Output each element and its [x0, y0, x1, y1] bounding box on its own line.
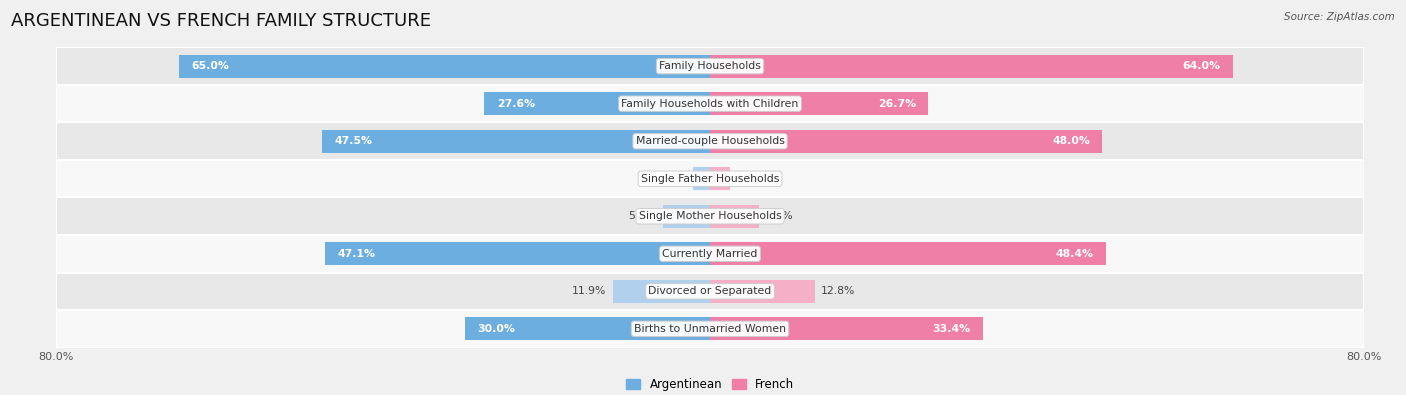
Text: 2.1%: 2.1% [659, 174, 686, 184]
Text: 48.4%: 48.4% [1056, 249, 1094, 259]
Text: 5.8%: 5.8% [628, 211, 657, 221]
Text: Family Households: Family Households [659, 61, 761, 71]
Bar [710, 317, 983, 340]
Bar [56, 85, 1364, 122]
Bar [322, 130, 710, 153]
Text: Single Father Households: Single Father Households [641, 174, 779, 184]
Bar [56, 122, 1364, 160]
Text: Family Households with Children: Family Households with Children [621, 99, 799, 109]
Text: 26.7%: 26.7% [877, 99, 915, 109]
Bar [662, 205, 710, 228]
Legend: Argentinean, French: Argentinean, French [621, 373, 799, 395]
Bar [710, 130, 1102, 153]
Text: ARGENTINEAN VS FRENCH FAMILY STRUCTURE: ARGENTINEAN VS FRENCH FAMILY STRUCTURE [11, 12, 432, 30]
Bar [710, 167, 730, 190]
Bar [710, 55, 1233, 78]
Bar [710, 205, 759, 228]
Text: 65.0%: 65.0% [191, 61, 229, 71]
Bar [613, 280, 710, 303]
Bar [485, 92, 710, 115]
Bar [693, 167, 710, 190]
Bar [710, 242, 1105, 265]
Text: 30.0%: 30.0% [477, 324, 515, 334]
Text: 2.4%: 2.4% [737, 174, 763, 184]
Bar [325, 242, 710, 265]
Text: Source: ZipAtlas.com: Source: ZipAtlas.com [1284, 12, 1395, 22]
Text: 12.8%: 12.8% [821, 286, 855, 296]
Text: 47.5%: 47.5% [335, 136, 373, 146]
Text: Births to Unmarried Women: Births to Unmarried Women [634, 324, 786, 334]
Bar [179, 55, 710, 78]
Bar [56, 273, 1364, 310]
Text: Divorced or Separated: Divorced or Separated [648, 286, 772, 296]
Text: 48.0%: 48.0% [1052, 136, 1090, 146]
Text: 33.4%: 33.4% [932, 324, 970, 334]
Text: Currently Married: Currently Married [662, 249, 758, 259]
Bar [56, 310, 1364, 348]
Bar [465, 317, 710, 340]
Bar [56, 160, 1364, 198]
Text: Married-couple Households: Married-couple Households [636, 136, 785, 146]
Bar [56, 235, 1364, 273]
Bar [710, 280, 814, 303]
Text: 27.6%: 27.6% [496, 99, 534, 109]
Text: 11.9%: 11.9% [572, 286, 606, 296]
Text: Single Mother Households: Single Mother Households [638, 211, 782, 221]
Bar [710, 92, 928, 115]
Text: 47.1%: 47.1% [337, 249, 375, 259]
Text: 64.0%: 64.0% [1182, 61, 1220, 71]
Bar [56, 47, 1364, 85]
Bar [56, 198, 1364, 235]
Text: 6.0%: 6.0% [766, 211, 793, 221]
